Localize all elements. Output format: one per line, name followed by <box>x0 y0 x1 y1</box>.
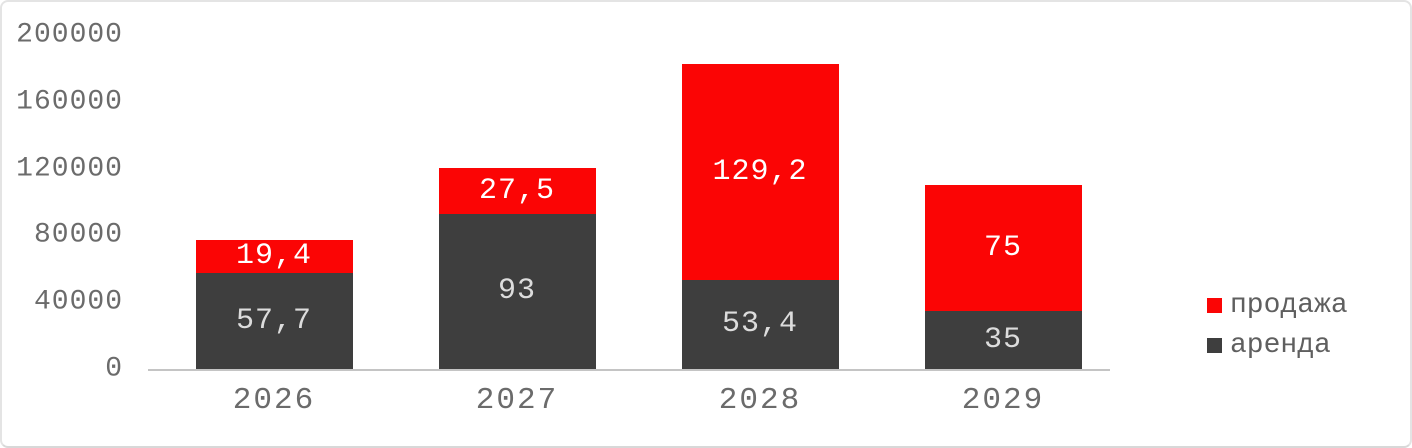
legend-swatch-icon <box>1207 337 1222 353</box>
y-axis-tick-label: 40000 <box>33 286 123 318</box>
bar-segment-label: 57,7 <box>235 303 312 338</box>
x-axis-line <box>148 369 1110 371</box>
bar-segment-label: 75 <box>983 230 1022 265</box>
bar-segment-label: 27,5 <box>478 173 555 208</box>
y-axis-tick-label: 0 <box>105 353 123 385</box>
bar-segment-label: 35 <box>983 322 1022 357</box>
x-axis-category-label: 2029 <box>961 383 1045 418</box>
bar-2029-аренда-segment: 35 <box>924 310 1082 369</box>
bar-segment-label: 93 <box>497 274 536 309</box>
y-axis-tick-label: 120000 <box>16 153 123 185</box>
bar-2026-аренда-segment: 57,7 <box>195 272 353 369</box>
bar-2029-продажа-segment: 75 <box>924 185 1082 311</box>
legend-item-label: продажа <box>1230 289 1348 321</box>
legend-item-продажа: продажа <box>1207 289 1348 321</box>
legend-swatch-icon <box>1207 297 1222 313</box>
bar-segment-label: 129,2 <box>712 154 808 189</box>
y-axis-tick-label: 160000 <box>16 86 123 118</box>
bar-2028-аренда-segment: 53,4 <box>681 279 839 369</box>
bar-2026-продажа-segment: 19,4 <box>195 239 353 274</box>
bar-2027-аренда-segment: 93 <box>438 213 596 369</box>
bar-2027-продажа-segment: 27,5 <box>438 167 596 214</box>
bar-segment-label: 19,4 <box>235 239 312 274</box>
bar-2028-продажа-segment: 129,2 <box>681 64 839 280</box>
legend: продажа аренда <box>1207 289 1348 361</box>
y-axis-tick-label: 200000 <box>16 19 123 51</box>
x-axis-category-label: 2028 <box>718 383 802 418</box>
legend-item-аренда: аренда <box>1207 329 1348 361</box>
legend-item-label: аренда <box>1230 329 1331 361</box>
x-axis-category-label: 2027 <box>475 383 559 418</box>
bar-segment-label: 53,4 <box>721 307 798 342</box>
x-axis-category-label: 2026 <box>232 383 316 418</box>
y-axis-tick-label: 80000 <box>33 219 123 251</box>
